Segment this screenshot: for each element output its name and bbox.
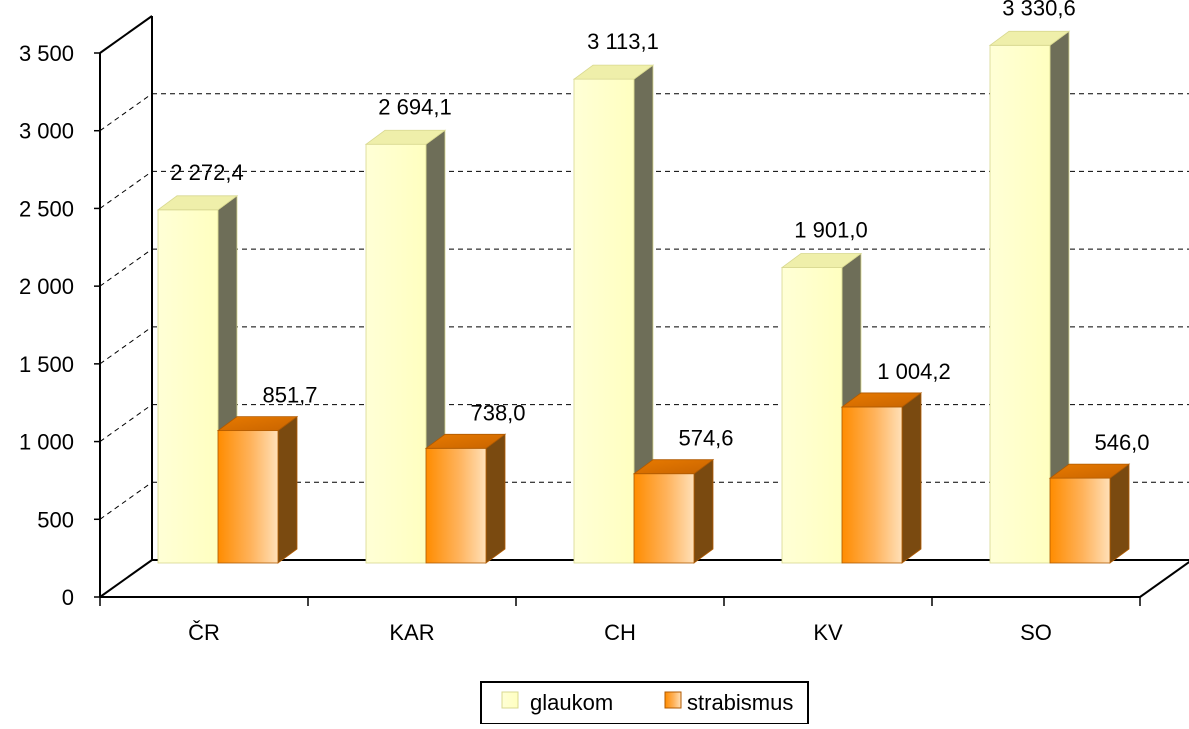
- bar-strabismus-ch: [632, 458, 715, 564]
- bar-front-face: [1049, 477, 1111, 564]
- bar-top-face: [216, 416, 299, 432]
- bar-top-face: [364, 129, 447, 145]
- bar-front-face: [841, 406, 903, 564]
- bar-front-face: [365, 143, 427, 564]
- floor-left-edge: [99, 559, 153, 598]
- floor-right-edge: [1139, 560, 1189, 598]
- bar-strabismus-čr: [216, 415, 299, 564]
- x-tick-label: KV: [813, 620, 843, 645]
- bar-front-face: [573, 78, 635, 564]
- data-label-glaukom-kv: 1 901,0: [794, 218, 867, 243]
- y-tick-label: 500: [37, 507, 74, 532]
- y-tick-label: 2 500: [19, 196, 74, 221]
- bar-top-face: [156, 195, 239, 211]
- gridline-side: [99, 93, 153, 132]
- bar-front-face: [633, 473, 695, 564]
- legend: glaukom strabismus: [480, 681, 809, 725]
- bar-glaukom-čr: [156, 195, 239, 564]
- bars: [156, 30, 1131, 564]
- x-tick-label: KAR: [389, 620, 434, 645]
- bar-top-face: [780, 253, 863, 268]
- bar-top-face: [424, 433, 507, 449]
- data-label-strabismus-so: 546,0: [1094, 430, 1149, 455]
- x-tick-label: CH: [604, 620, 636, 645]
- gridline-side: [99, 481, 153, 520]
- legend-swatch-glaukom: [501, 691, 519, 709]
- x-tick-label: ČR: [188, 620, 220, 645]
- legend-label-glaukom: glaukom: [530, 690, 613, 715]
- y-tick-label: 3 000: [19, 119, 74, 144]
- side-wall-top-edge: [99, 15, 153, 54]
- x-tick-label: SO: [1020, 620, 1052, 645]
- y-tick-label: 2 000: [19, 274, 74, 299]
- gridline-side: [99, 404, 153, 442]
- bar-top-face: [632, 459, 715, 475]
- data-label-strabismus-kv: 1 004,2: [877, 359, 950, 384]
- bar-glaukom-so: [988, 30, 1071, 564]
- data-label-strabismus-ch: 574,6: [678, 426, 733, 451]
- bar-front-face: [989, 44, 1051, 564]
- data-label-strabismus-kar: 738,0: [470, 400, 525, 425]
- bar-side-face: [485, 433, 506, 564]
- y-tick-label: 1 500: [19, 352, 74, 377]
- bar-front-face: [217, 430, 279, 564]
- data-label-glaukom-kar: 2 694,1: [378, 94, 451, 119]
- bar-top-face: [572, 64, 655, 80]
- bar-side-face: [277, 415, 298, 564]
- data-label-strabismus-čr: 851,7: [262, 383, 317, 408]
- bar-strabismus-kar: [424, 433, 507, 564]
- bar-top-face: [840, 392, 923, 408]
- bar-top-face: [1048, 463, 1131, 479]
- bar-strabismus-kv: [840, 392, 923, 564]
- data-labels: 2 272,4 851,7 2 694,1 738,0 3 113,1 574,6 1 90…: [170, 0, 1149, 455]
- bar-front-face: [425, 447, 487, 564]
- bar-glaukom-ch: [572, 64, 655, 564]
- gridline-side: [99, 248, 153, 287]
- legend-box: [480, 681, 809, 725]
- y-tick-label: 3 500: [19, 41, 74, 66]
- gridline-side: [99, 171, 153, 209]
- bar-top-face: [988, 30, 1071, 46]
- data-label-glaukom-ch: 3 113,1: [587, 29, 659, 54]
- data-label-glaukom-so: 3 330,6: [1002, 0, 1075, 20]
- bar-side-face: [901, 392, 922, 564]
- legend-label-strabismus: strabismus: [687, 690, 793, 715]
- bar-side-face: [1109, 463, 1130, 564]
- data-label-glaukom-čr: 2 272,4: [170, 160, 243, 185]
- legend-swatch-strabismus: [664, 691, 682, 709]
- bar-front-face: [781, 267, 843, 564]
- bar-front-face: [157, 209, 219, 564]
- bar-strabismus-so: [1048, 463, 1131, 564]
- bar-side-face: [693, 458, 714, 564]
- y-tick-label: 1 000: [19, 430, 74, 455]
- y-tick-label: 0: [62, 585, 74, 610]
- gridline-side: [99, 326, 153, 365]
